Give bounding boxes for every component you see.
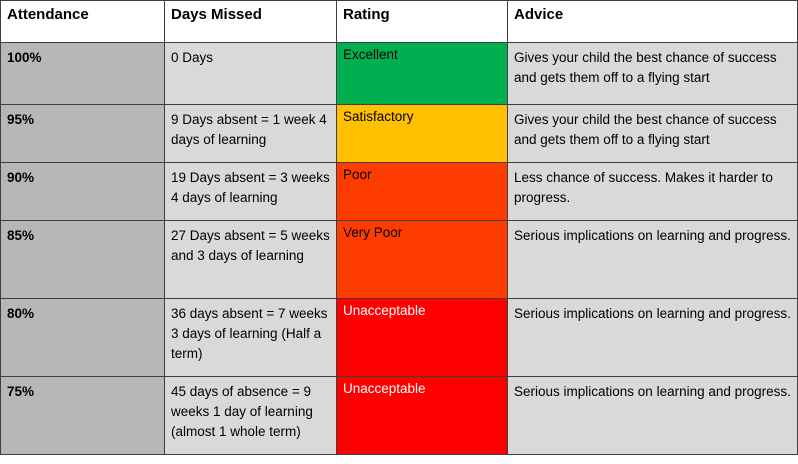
header-rating: Rating [336,0,508,43]
advice-cell: Less chance of success. Makes it harder … [507,162,798,221]
rating-cell: Very Poor [336,220,508,299]
days-missed-cell: 27 Days absent = 5 weeks and 3 days of l… [164,220,337,299]
table-row: 100% 0 Days Excellent Gives your child t… [0,42,798,105]
rating-cell: Excellent [336,42,508,105]
attendance-cell: 95% [0,104,165,163]
days-missed-cell: 0 Days [164,42,337,105]
table-row: 85% 27 Days absent = 5 weeks and 3 days … [0,220,798,299]
table-row: 80% 36 days absent = 7 weeks 3 days of l… [0,298,798,377]
advice-cell: Serious implications on learning and pro… [507,298,798,377]
table-row: 95% 9 Days absent = 1 week 4 days of lea… [0,104,798,163]
days-missed-cell: 45 days of absence = 9 weeks 1 day of le… [164,376,337,455]
rating-cell: Satisfactory [336,104,508,163]
advice-cell: Serious implications on learning and pro… [507,220,798,299]
attendance-cell: 75% [0,376,165,455]
header-row: Attendance Days Missed Rating Advice [0,0,798,43]
rating-cell: Unacceptable [336,298,508,377]
header-days-missed: Days Missed [164,0,337,43]
header-advice: Advice [507,0,798,43]
days-missed-cell: 19 Days absent = 3 weeks 4 days of learn… [164,162,337,221]
days-missed-cell: 36 days absent = 7 weeks 3 days of learn… [164,298,337,377]
attendance-cell: 80% [0,298,165,377]
advice-cell: Gives your child the best chance of succ… [507,104,798,163]
table-row: 75% 45 days of absence = 9 weeks 1 day o… [0,376,798,455]
days-missed-cell: 9 Days absent = 1 week 4 days of learnin… [164,104,337,163]
attendance-cell: 100% [0,42,165,105]
table-row: 90% 19 Days absent = 3 weeks 4 days of l… [0,162,798,221]
attendance-cell: 85% [0,220,165,299]
advice-cell: Gives your child the best chance of succ… [507,42,798,105]
advice-cell: Serious implications on learning and pro… [507,376,798,455]
header-attendance: Attendance [0,0,165,43]
rating-cell: Unacceptable [336,376,508,455]
rating-cell: Poor [336,162,508,221]
attendance-cell: 90% [0,162,165,221]
